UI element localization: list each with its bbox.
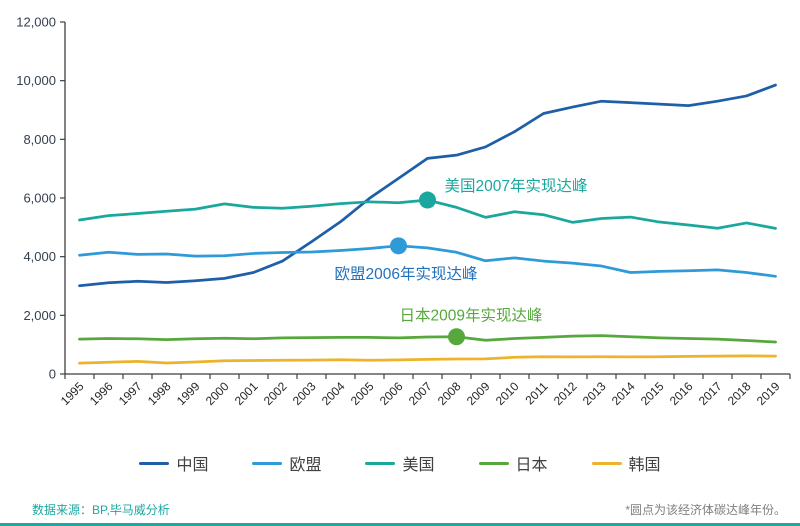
x-axis-label: 2018 — [725, 379, 754, 408]
data-source-text: 数据来源：BP,毕马威分析 — [32, 503, 170, 517]
peak-annotation-eu: 欧盟2006年实现达峰 — [335, 265, 478, 283]
legend-swatch-korea — [591, 461, 622, 465]
x-axis-label: 1997 — [116, 379, 145, 408]
x-axis-label: 1999 — [174, 379, 203, 408]
x-axis-label: 2006 — [377, 379, 406, 408]
legend: 中国 欧盟 美国 日本 韩国 — [0, 450, 800, 476]
legend-label-us: 美国 — [402, 457, 435, 474]
legend-swatch-china — [139, 461, 170, 465]
x-axis-label: 2004 — [319, 379, 348, 408]
legend-label-korea: 韩国 — [628, 457, 661, 474]
x-axis-label: 1996 — [87, 379, 116, 408]
legend-item-us: 美国 — [365, 451, 435, 475]
peak-dot-eu — [390, 237, 407, 255]
x-axis-label: 2005 — [348, 379, 377, 408]
x-axis-label: 2012 — [551, 379, 580, 408]
x-axis-label: 2017 — [696, 379, 725, 408]
bottom-divider — [0, 523, 800, 526]
peak-dot-us — [419, 191, 436, 209]
series-line-china — [78, 83, 777, 288]
x-axis-label: 2013 — [580, 379, 609, 408]
y-axis-label: 8,000 — [23, 132, 56, 147]
x-axis-label: 2000 — [203, 379, 232, 408]
x-axis-label: 2011 — [522, 379, 550, 407]
footer: 数据来源：BP,毕马威分析 *圆点为该经济体碳达峰年份。 — [32, 501, 786, 518]
legend-label-china: 中国 — [176, 457, 209, 474]
peak-dot-japan — [448, 328, 465, 346]
x-axis-label: 2002 — [261, 379, 290, 408]
y-axis-label: 0 — [49, 367, 56, 382]
series-line-eu — [78, 244, 777, 278]
legend-swatch-eu — [252, 461, 283, 465]
footnote-text: *圆点为该经济体碳达峰年份。 — [625, 503, 786, 517]
series-line-japan — [78, 334, 777, 344]
legend-label-eu: 欧盟 — [289, 457, 322, 474]
y-axis-label: 4,000 — [23, 249, 56, 264]
legend-swatch-japan — [478, 461, 509, 465]
y-axis-label: 6,000 — [23, 191, 56, 206]
x-axis-label: 2008 — [435, 379, 464, 408]
x-axis-label: 2015 — [638, 379, 667, 408]
legend-swatch-us — [365, 461, 396, 465]
x-axis-label: 2007 — [406, 379, 435, 408]
legend-item-korea: 韩国 — [591, 451, 661, 475]
x-axis-label: 1998 — [145, 379, 174, 408]
peak-annotation-japan: 日本2009年实现达峰 — [400, 307, 543, 325]
x-axis-label: 2003 — [290, 379, 319, 408]
peak-annotation-us: 美国2007年实现达峰 — [445, 177, 588, 195]
x-axis-label: 1995 — [58, 379, 87, 408]
x-axis-label: 2016 — [667, 379, 696, 408]
y-axis-label: 2,000 — [23, 308, 56, 323]
x-axis-label: 2001 — [232, 379, 261, 408]
y-axis-label: 10,000 — [16, 73, 56, 88]
y-axis-label: 12,000 — [16, 15, 56, 30]
x-axis-label: 2009 — [464, 379, 493, 408]
x-axis-label: 2010 — [493, 379, 522, 408]
legend-item-japan: 日本 — [478, 451, 548, 475]
legend-item-china: 中国 — [139, 451, 208, 475]
legend-label-japan: 日本 — [515, 457, 548, 474]
x-axis-label: 2014 — [609, 379, 638, 408]
legend-item-eu: 欧盟 — [252, 451, 321, 475]
series-line-korea — [78, 354, 777, 365]
x-axis-label: 2019 — [754, 379, 783, 408]
